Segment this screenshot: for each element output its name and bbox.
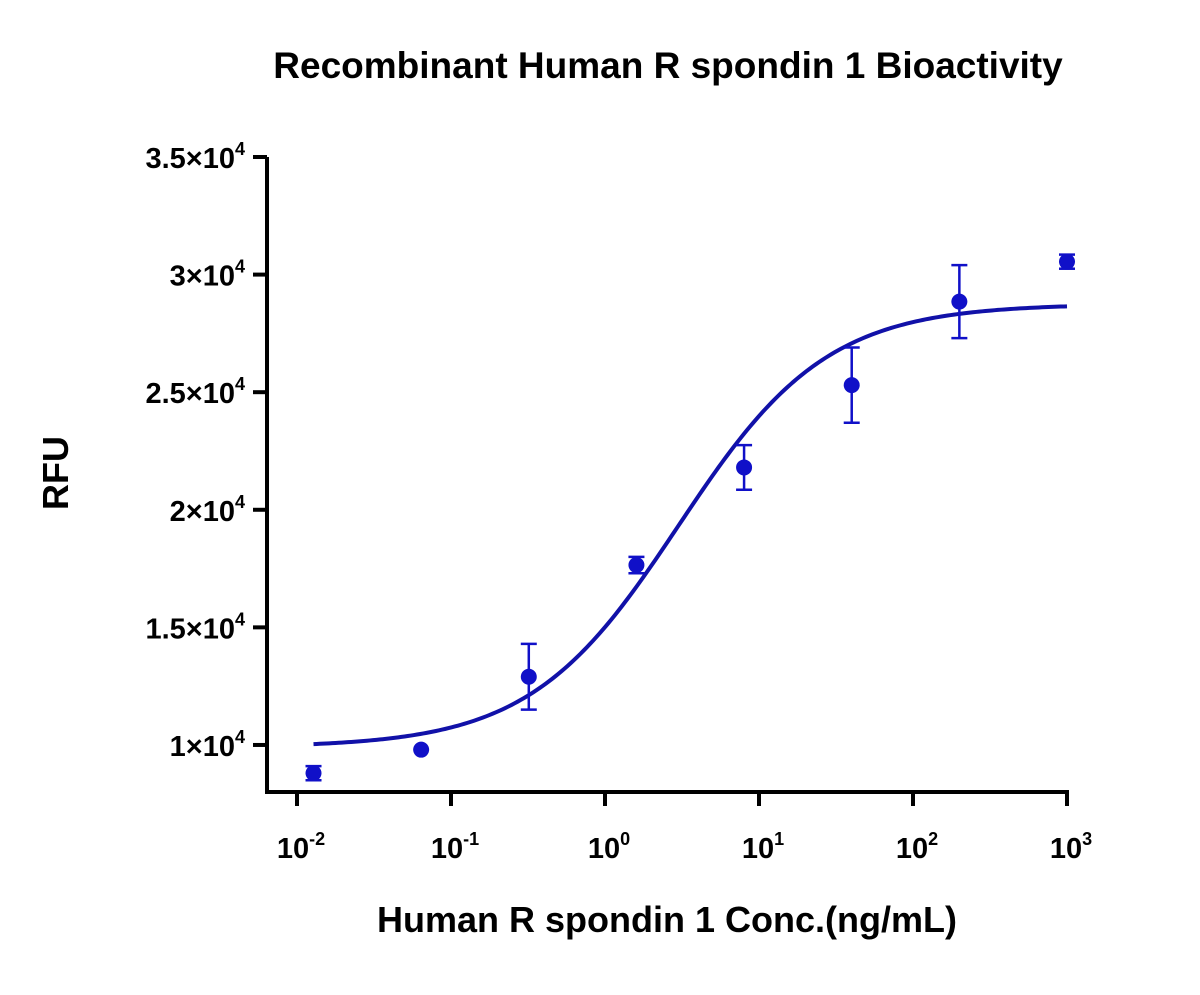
y-tick-label: 3×104 <box>170 257 245 293</box>
data-point <box>413 741 430 758</box>
y-tick-label: 1×104 <box>170 727 245 763</box>
data-point <box>736 459 753 476</box>
x-tick-label: 10-1 <box>431 829 479 865</box>
y-tick-label: 2.5×104 <box>145 374 245 410</box>
data-point <box>628 557 645 574</box>
x-tick-label: 101 <box>742 829 784 865</box>
fit-curve <box>313 304 1068 747</box>
y-tick-label: 1.5×104 <box>145 609 245 645</box>
x-tick-label: 103 <box>1050 829 1092 865</box>
x-tick-label: 102 <box>896 829 938 865</box>
data-points-layer <box>305 253 1075 782</box>
x-axis-label: Human R spondin 1 Conc.(ng/mL) <box>377 899 957 940</box>
y-tick-label: 3.5×104 <box>145 139 245 175</box>
x-tick-label: 100 <box>588 829 630 865</box>
data-point <box>843 377 860 394</box>
data-point <box>951 293 968 310</box>
data-point <box>520 668 537 685</box>
data-point <box>305 765 322 782</box>
y-tick-label: 2×104 <box>170 492 245 528</box>
y-axis-label: RFU <box>35 436 76 510</box>
chart-title: Recombinant Human R spondin 1 Bioactivit… <box>273 45 1063 86</box>
x-tick-label: 10-2 <box>277 829 325 865</box>
axes: 1×104 1.5×104 2×104 2.5×104 3×104 3.5×104 10-2… <box>145 139 1092 865</box>
fit-curve-layer <box>313 304 1068 747</box>
data-point <box>1059 253 1075 270</box>
